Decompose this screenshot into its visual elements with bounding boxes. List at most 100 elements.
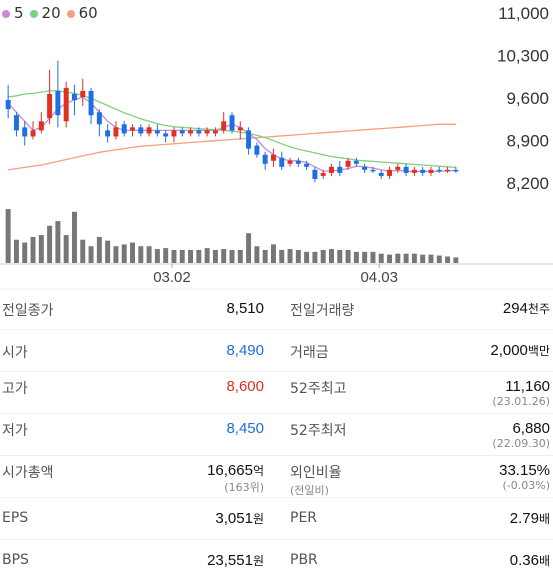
stats-row: 고가 8,600 52주최고 11,160 (23.01.26) <box>0 371 553 413</box>
candle-body <box>295 160 301 164</box>
legend-ma5: 5 <box>2 4 24 22</box>
y-tick-label: 9,600 <box>506 89 549 108</box>
candle-body <box>353 160 359 164</box>
volume-bar <box>154 249 160 263</box>
candle-body <box>378 172 384 176</box>
volume-bar <box>287 249 293 263</box>
volume-bar <box>71 211 77 263</box>
stat-label: 거래금 <box>290 345 329 361</box>
volume-bar <box>304 251 310 263</box>
volume-bar <box>411 253 417 263</box>
stat-value-block: 294천주 <box>503 300 550 317</box>
volume-bar <box>30 236 36 263</box>
volume-bar <box>337 249 343 263</box>
volume-bar <box>229 249 235 263</box>
candle-body <box>320 172 326 176</box>
ma60-line <box>7 123 456 171</box>
stat-value-block: 8,600 <box>226 378 264 395</box>
candle-body <box>329 166 334 173</box>
candle-body <box>55 90 61 116</box>
stat-value: 6,880 <box>512 420 550 437</box>
stats-row: 전일종가 8,510 전일거래량 294천주 <box>0 288 553 329</box>
volume-bar <box>453 257 459 263</box>
volume-bar <box>428 254 434 263</box>
volume-bar <box>196 249 202 263</box>
stat-label: BPS <box>2 552 29 568</box>
stat-label: PBR <box>290 552 318 568</box>
candle-body <box>30 130 36 137</box>
stat-value: 16,665 <box>207 462 253 479</box>
stat-label: 저가 <box>2 423 28 439</box>
candle-body <box>428 169 434 173</box>
volume-bar <box>113 246 119 263</box>
stock-stats-table: 전일종가 8,510 전일거래량 294천주 시가 8,490 거래금 2,000백만 고가 8,… <box>0 288 553 581</box>
stat-value: 33.15% <box>499 462 550 479</box>
volume-bar <box>13 239 19 263</box>
ma60-dot-icon <box>66 9 75 18</box>
candle-body <box>188 130 194 134</box>
stat-subvalue: (163위) <box>224 481 264 494</box>
stat-label: 전일거래량 <box>290 303 355 319</box>
stat-label: 외인비율 (전일비) <box>290 465 342 497</box>
stat-value-block: 2.79배 <box>510 510 550 527</box>
volume-bar <box>270 244 276 263</box>
stat-unit: 배 <box>538 512 550 526</box>
stat-value-block: 16,665억 (163위) <box>207 462 264 495</box>
volume-bar <box>254 246 260 263</box>
candle-body <box>254 145 260 155</box>
candle-body <box>411 169 417 173</box>
volume-bar <box>88 246 94 263</box>
volume-bar <box>370 251 376 263</box>
candle-body <box>370 169 376 172</box>
volume-bar <box>204 248 210 263</box>
stat-value-block: 8,450 <box>226 420 264 437</box>
candle-body <box>221 121 227 131</box>
y-tick-label: 8,900 <box>506 132 549 151</box>
candle-body <box>279 157 285 167</box>
stat-subvalue: (23.01.26) <box>492 395 550 408</box>
stat-unit: 백만 <box>527 344 550 358</box>
ma20-dot-icon <box>29 9 38 18</box>
volume-bar <box>121 244 127 263</box>
candle-body <box>5 100 11 110</box>
legend-ma5-label: 5 <box>14 4 24 22</box>
volume-bar <box>212 249 218 263</box>
candle-body <box>196 130 202 134</box>
stat-label: EPS <box>2 510 29 526</box>
stat-value: 2,000 <box>490 342 528 359</box>
volume-bar <box>163 248 169 263</box>
ma5-dot-icon <box>2 9 10 18</box>
candle-body <box>38 121 44 131</box>
y-tick-label: 11,000 <box>498 4 549 23</box>
stat-value-block: 6,880 (22.09.30) <box>492 420 550 450</box>
stat-label: 시가 <box>2 345 28 361</box>
candle-body <box>212 130 218 134</box>
stat-subvalue: (22.09.30) <box>492 437 550 450</box>
stat-label: 52주최저 <box>290 423 347 439</box>
volume-bar <box>179 249 185 263</box>
volume-bar <box>246 233 252 263</box>
volume-bar <box>146 246 152 263</box>
volume-bar <box>395 253 401 263</box>
x-tick-label: 03.02 <box>153 269 191 286</box>
volume-bar <box>312 251 318 263</box>
volume-bar <box>22 242 28 263</box>
y-tick-label: 10,300 <box>497 47 549 66</box>
candle-body <box>80 90 86 97</box>
legend-ma20: 20 <box>29 4 61 22</box>
stat-unit: 억 <box>252 464 264 478</box>
candle-body <box>287 160 293 164</box>
stat-value: 8,510 <box>226 300 264 317</box>
candle-body <box>337 166 343 173</box>
volume-bar <box>387 254 393 263</box>
ma5-line <box>7 96 456 173</box>
stat-value: 0.36 <box>509 552 539 569</box>
volume-bar <box>329 249 334 263</box>
volume-bar <box>378 253 384 263</box>
candle-body <box>312 169 318 179</box>
volume-bar <box>279 249 285 263</box>
stat-subvalue: (-0.03%) <box>502 479 551 492</box>
candle-body <box>163 133 169 137</box>
candle-body <box>121 124 127 134</box>
candle-body <box>71 93 77 101</box>
